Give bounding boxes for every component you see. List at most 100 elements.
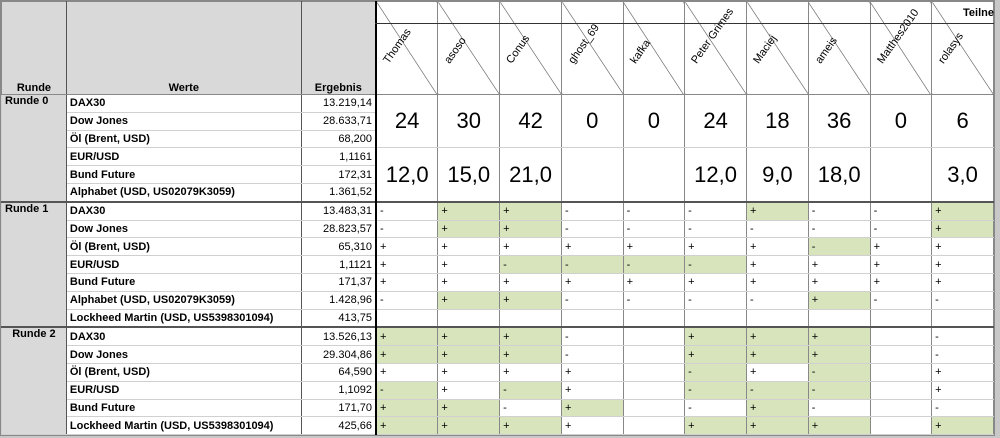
participant-header: kafka bbox=[622, 1, 686, 95]
tip: + bbox=[807, 255, 871, 274]
tip: - bbox=[807, 200, 871, 221]
row: Runde 1 DAX30 13.483,31- + + - - - + - - + bbox=[1, 200, 994, 328]
tip-points: 24 bbox=[375, 93, 439, 149]
tip: - bbox=[869, 290, 933, 310]
row: Dow Jones 28.823,57- + + - - - - - - + bbox=[2, 219, 994, 239]
tip: + bbox=[375, 237, 439, 257]
tip: - bbox=[375, 219, 439, 239]
werte: Alphabet (USD, US02079K3059) bbox=[65, 182, 302, 203]
row: Bund Future 171,70 + + - + - + - - bbox=[2, 398, 994, 418]
tip: + bbox=[684, 237, 748, 257]
row: Bund Future 172,31 bbox=[2, 165, 994, 184]
tip: + bbox=[561, 380, 624, 400]
ergebnis: 64,590 bbox=[300, 362, 377, 382]
row: EUR/USD 1,1121 + + - - - - + + + + bbox=[2, 255, 994, 274]
participant-header: ameis bbox=[807, 1, 871, 95]
tip: + bbox=[684, 416, 748, 435]
tip: - bbox=[499, 255, 563, 274]
tip: - bbox=[561, 200, 624, 221]
tip: + bbox=[437, 398, 501, 418]
werte: Lockheed Martin (USD, US5398301094) bbox=[65, 308, 302, 328]
tip-points: 24 bbox=[684, 93, 748, 149]
tip: + bbox=[746, 398, 809, 418]
tip: - bbox=[931, 398, 994, 418]
tip: + bbox=[746, 272, 809, 292]
tip: - bbox=[561, 345, 624, 364]
round-label: Runde 0 bbox=[1, 93, 67, 203]
tip: + bbox=[931, 219, 994, 239]
tip-points: 18 bbox=[746, 93, 809, 149]
werte: EUR/USD bbox=[65, 380, 302, 400]
tip-points bbox=[869, 147, 933, 203]
tip: + bbox=[561, 362, 624, 382]
row: Dow Jones 28.633,71 bbox=[2, 111, 994, 131]
tip: + bbox=[375, 362, 439, 382]
tip: - bbox=[931, 345, 994, 364]
tip: + bbox=[499, 200, 563, 221]
tip-points: 36 bbox=[807, 93, 871, 149]
tip: + bbox=[499, 272, 563, 292]
tip: + bbox=[931, 416, 994, 435]
werte: Öl (Brent, USD) bbox=[65, 237, 302, 257]
werte: Dow Jones bbox=[65, 345, 302, 364]
row: Bund Future 171,37 + + + + + + + + + + bbox=[2, 272, 994, 292]
tip: + bbox=[931, 362, 994, 382]
werte: Dow Jones bbox=[65, 111, 302, 131]
tip: + bbox=[684, 272, 748, 292]
tip bbox=[561, 308, 624, 328]
tip bbox=[807, 308, 871, 328]
werte: Dow Jones bbox=[65, 219, 302, 239]
tip: + bbox=[561, 416, 624, 435]
werte: Alphabet (USD, US02079K3059) bbox=[65, 290, 302, 310]
tip bbox=[622, 380, 686, 400]
tip bbox=[746, 308, 809, 328]
tip-points: 0 bbox=[622, 93, 686, 149]
participant-header: Matthes2010 bbox=[869, 1, 933, 95]
tip: + bbox=[869, 272, 933, 292]
tip: + bbox=[375, 398, 439, 418]
tip: - bbox=[931, 326, 994, 347]
round-label: Runde 1 bbox=[1, 200, 67, 328]
row: EUR/USD 1,1161 12,0 15,0 21,0 12,0 9,0 18,0 3,0 bbox=[2, 147, 994, 203]
tip: + bbox=[499, 362, 563, 382]
tip: - bbox=[931, 290, 994, 310]
tip bbox=[622, 308, 686, 328]
header-ergebnis: Ergebnis bbox=[300, 1, 377, 95]
tip-points bbox=[622, 147, 686, 203]
tip bbox=[499, 308, 563, 328]
tip bbox=[869, 308, 933, 328]
tip-points: 18,0 bbox=[807, 147, 871, 203]
tip-points: 12,0 bbox=[684, 147, 748, 203]
tip: + bbox=[375, 416, 439, 435]
tip: + bbox=[437, 200, 501, 221]
participant-header: Peter Grimes bbox=[684, 1, 748, 95]
werte: DAX30 bbox=[65, 200, 302, 221]
tip: - bbox=[746, 290, 809, 310]
tip bbox=[437, 308, 501, 328]
tip: + bbox=[807, 345, 871, 364]
werte: DAX30 bbox=[65, 326, 302, 347]
ergebnis: 1.428,96 bbox=[300, 290, 377, 310]
participant-name: rolasys bbox=[936, 30, 967, 66]
tip: + bbox=[437, 362, 501, 382]
werte: Lockheed Martin (USD, US5398301094) bbox=[65, 416, 302, 435]
tip bbox=[622, 416, 686, 435]
tip bbox=[622, 362, 686, 382]
tip-points: 6 bbox=[931, 93, 994, 149]
tip bbox=[931, 308, 994, 328]
werte: EUR/USD bbox=[65, 147, 302, 167]
participant-name: Conus bbox=[504, 33, 533, 66]
row: Öl (Brent, USD) 64,590 + + + + - + - + bbox=[2, 362, 994, 382]
tip bbox=[622, 398, 686, 418]
tip: + bbox=[375, 345, 439, 364]
tip bbox=[375, 308, 439, 328]
ergebnis: 13.219,14 bbox=[300, 94, 377, 113]
tip: + bbox=[437, 326, 501, 347]
ergebnis: 171,37 bbox=[300, 272, 377, 292]
ergebnis: 413,75 bbox=[300, 308, 377, 328]
tip: - bbox=[499, 380, 563, 400]
ergebnis: 13.526,13 bbox=[300, 326, 377, 347]
tip: + bbox=[437, 272, 501, 292]
tip: + bbox=[746, 255, 809, 274]
tip: + bbox=[684, 345, 748, 364]
